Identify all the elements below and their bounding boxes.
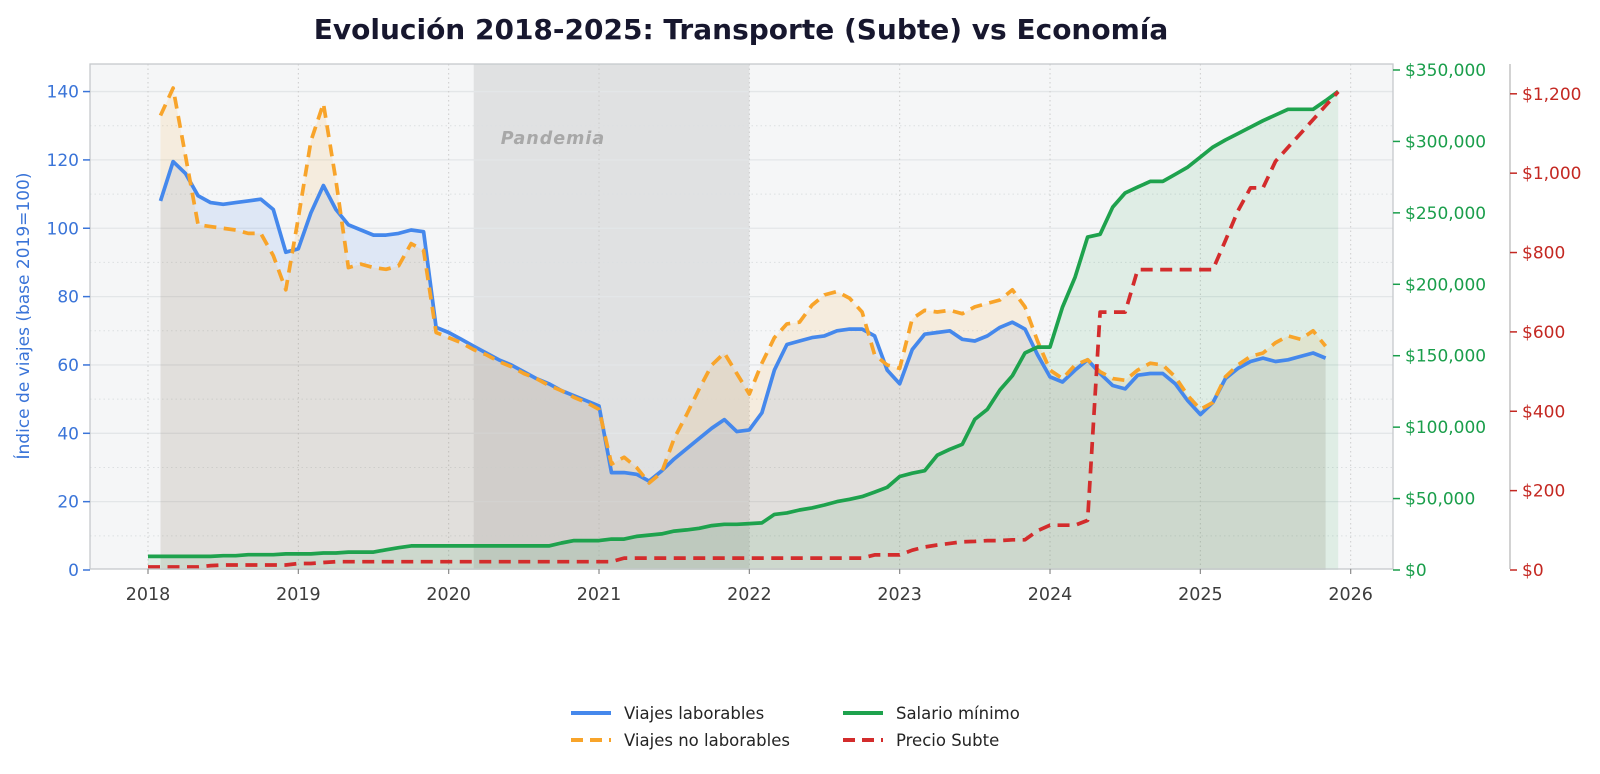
axis-ticks: 0 20 40 60 80 100 120 140 2018 2019 2020 2021 2022 20…	[47, 61, 1582, 605]
tick-label-salario: $100,000	[1405, 418, 1486, 438]
tick-label-left: 20	[57, 493, 79, 513]
legend-swatch-solid-line	[842, 711, 883, 715]
tick-label-salario: $200,000	[1405, 275, 1486, 295]
legend: Viajes laborables Viajes no laborables Sal…	[570, 703, 1020, 750]
tick-label-left: 120	[47, 151, 79, 171]
area-fill-left	[160, 88, 1326, 570]
tick-label-left: 100	[47, 219, 79, 239]
tick-label-left: 140	[47, 83, 79, 103]
plot-background	[90, 64, 1393, 569]
tick-label-salario: $250,000	[1405, 204, 1486, 224]
legend-column: Viajes laborables Viajes no laborables	[570, 703, 790, 750]
tick-label-year: 2018	[126, 585, 171, 605]
legend-label: Viajes no laborables	[624, 730, 790, 750]
tick-label-year: 2020	[426, 585, 471, 605]
series-line-viajes-laborables	[158, 159, 1327, 483]
tick-label-subte: $800	[1522, 244, 1565, 264]
plot-area	[90, 64, 1393, 569]
legend-item: Viajes laborables	[570, 703, 790, 723]
legend-label: Salario mínimo	[895, 703, 1020, 723]
series-line-salario-mínimo	[148, 89, 1340, 559]
tick-label-year: 2024	[1028, 585, 1073, 605]
plot-border	[89, 63, 1394, 570]
tick-label-subte: $1,000	[1522, 164, 1581, 184]
tick-label-year: 2019	[276, 585, 321, 605]
legend-item: Viajes no laborables	[570, 730, 790, 750]
plot-frame	[89, 63, 1394, 570]
tick-label-year: 2026	[1328, 585, 1373, 605]
legend-item: Salario mínimo	[842, 703, 1020, 723]
tick-label-left: 60	[57, 356, 79, 376]
legend-item: Precio Subte	[842, 730, 1020, 750]
chart-title: Evolución 2018-2025: Transporte (Subte) …	[313, 13, 1169, 46]
tick-label-salario: $50,000	[1405, 490, 1475, 510]
legend-swatch-solid-line	[571, 711, 611, 715]
tick-label-salario: $350,000	[1405, 61, 1486, 81]
tick-label-subte: $1,200	[1522, 85, 1581, 105]
area-fills	[148, 88, 1339, 571]
series-line-precio-subte	[148, 90, 1340, 569]
tick-label-subte: $200	[1522, 482, 1565, 502]
area-fill-salario	[148, 91, 1339, 571]
tick-label-year: 2022	[727, 585, 772, 605]
tick-label-left: 40	[57, 424, 79, 444]
legend-swatch-dashed-line	[842, 738, 883, 742]
y-axis-left-label: Índice de viajes (base 2019=100)	[14, 172, 34, 460]
tick-label-salario: $150,000	[1405, 347, 1486, 367]
pandemia-label: Pandemia	[501, 129, 605, 149]
pandemia-band	[473, 64, 750, 569]
pandemia-rect	[473, 64, 750, 569]
tick-label-year: 2021	[577, 585, 622, 605]
tick-label-subte: $0	[1522, 561, 1544, 581]
legend-column: Salario mínimo Precio Subte	[842, 703, 1020, 750]
legend-label: Precio Subte	[895, 730, 1000, 750]
tick-label-left: 0	[68, 561, 79, 581]
area-fill-left	[160, 161, 1326, 570]
tick-label-subte: $400	[1522, 402, 1565, 422]
tick-label-salario: $0	[1405, 561, 1427, 581]
series-lines	[148, 86, 1340, 569]
legend-swatch-dashed-line	[571, 738, 611, 742]
tick-label-year: 2025	[1178, 585, 1223, 605]
tick-label-left: 80	[57, 288, 79, 308]
tick-label-subte: $600	[1522, 323, 1565, 343]
tick-label-year: 2023	[877, 585, 922, 605]
series-line-viajes-no-laborables	[158, 86, 1328, 485]
tick-label-salario: $300,000	[1405, 132, 1486, 152]
legend-label: Viajes laborables	[624, 703, 765, 723]
